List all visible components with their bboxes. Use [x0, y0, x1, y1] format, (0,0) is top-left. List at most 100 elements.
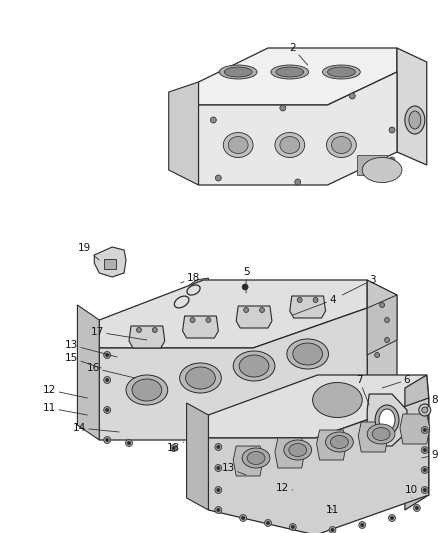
Circle shape	[350, 93, 355, 99]
Circle shape	[297, 297, 302, 303]
Text: 7: 7	[356, 375, 369, 405]
Polygon shape	[290, 296, 325, 318]
Circle shape	[152, 327, 157, 333]
Circle shape	[217, 466, 220, 470]
Circle shape	[423, 469, 426, 472]
Ellipse shape	[328, 67, 355, 77]
Polygon shape	[367, 295, 397, 355]
Circle shape	[421, 426, 428, 433]
Circle shape	[389, 157, 395, 163]
Circle shape	[380, 303, 385, 308]
Circle shape	[172, 447, 175, 449]
Circle shape	[126, 440, 132, 447]
Circle shape	[329, 527, 336, 533]
Polygon shape	[317, 430, 346, 460]
Text: 15: 15	[65, 353, 101, 368]
Ellipse shape	[145, 374, 163, 396]
Ellipse shape	[284, 440, 311, 460]
Ellipse shape	[313, 383, 362, 417]
Ellipse shape	[362, 157, 402, 182]
Ellipse shape	[228, 136, 248, 154]
Circle shape	[422, 407, 428, 413]
Ellipse shape	[186, 367, 215, 389]
Ellipse shape	[242, 448, 270, 468]
Circle shape	[106, 353, 109, 357]
Text: 8: 8	[427, 395, 438, 408]
Ellipse shape	[289, 443, 307, 456]
Circle shape	[359, 521, 366, 529]
Ellipse shape	[409, 111, 421, 129]
Circle shape	[106, 439, 109, 441]
Circle shape	[385, 337, 389, 343]
Circle shape	[423, 448, 426, 451]
Circle shape	[423, 429, 426, 432]
Circle shape	[215, 175, 221, 181]
Polygon shape	[358, 422, 388, 452]
Circle shape	[215, 464, 222, 472]
Text: 2: 2	[290, 43, 307, 65]
Circle shape	[265, 520, 272, 527]
Circle shape	[280, 105, 286, 111]
Polygon shape	[140, 370, 168, 400]
Text: 6: 6	[382, 375, 410, 388]
Circle shape	[104, 376, 111, 384]
Ellipse shape	[372, 427, 390, 440]
Circle shape	[289, 523, 296, 530]
Circle shape	[240, 514, 247, 521]
Ellipse shape	[180, 363, 221, 393]
Polygon shape	[397, 48, 427, 165]
Polygon shape	[367, 280, 397, 415]
Circle shape	[260, 308, 265, 312]
Ellipse shape	[224, 67, 252, 77]
Text: 16: 16	[87, 363, 135, 378]
Ellipse shape	[271, 65, 309, 79]
Polygon shape	[104, 259, 116, 269]
Ellipse shape	[132, 379, 162, 401]
Ellipse shape	[140, 369, 168, 401]
Polygon shape	[233, 446, 263, 476]
Circle shape	[104, 437, 111, 443]
Text: 5: 5	[243, 267, 249, 293]
Circle shape	[190, 318, 195, 322]
Circle shape	[389, 514, 396, 521]
Circle shape	[206, 318, 211, 322]
Circle shape	[361, 523, 364, 527]
Text: 13: 13	[222, 463, 246, 475]
Circle shape	[242, 284, 248, 290]
Ellipse shape	[275, 133, 305, 157]
Ellipse shape	[247, 451, 265, 464]
Circle shape	[331, 529, 334, 531]
Polygon shape	[157, 278, 208, 325]
Polygon shape	[405, 375, 429, 510]
Circle shape	[215, 443, 222, 450]
Circle shape	[104, 351, 111, 359]
Text: 3: 3	[343, 275, 375, 295]
Circle shape	[106, 408, 109, 411]
Polygon shape	[78, 305, 99, 440]
Polygon shape	[129, 326, 165, 348]
Ellipse shape	[126, 375, 168, 405]
Ellipse shape	[322, 65, 360, 79]
Polygon shape	[198, 48, 397, 105]
Circle shape	[419, 404, 431, 416]
Polygon shape	[357, 155, 387, 175]
Circle shape	[215, 506, 222, 513]
Ellipse shape	[280, 136, 300, 154]
Text: 9: 9	[422, 450, 438, 460]
Polygon shape	[400, 414, 430, 444]
Polygon shape	[99, 280, 367, 348]
Ellipse shape	[276, 67, 304, 77]
Ellipse shape	[219, 65, 257, 79]
Circle shape	[415, 506, 418, 510]
Text: 19: 19	[78, 243, 99, 260]
Polygon shape	[236, 306, 272, 328]
Polygon shape	[99, 308, 367, 440]
Circle shape	[242, 516, 245, 520]
Circle shape	[266, 521, 269, 524]
Polygon shape	[367, 394, 407, 446]
Text: 17: 17	[91, 327, 147, 340]
Text: 12: 12	[43, 385, 87, 398]
Polygon shape	[183, 316, 218, 338]
Ellipse shape	[223, 133, 253, 157]
Circle shape	[127, 441, 131, 445]
